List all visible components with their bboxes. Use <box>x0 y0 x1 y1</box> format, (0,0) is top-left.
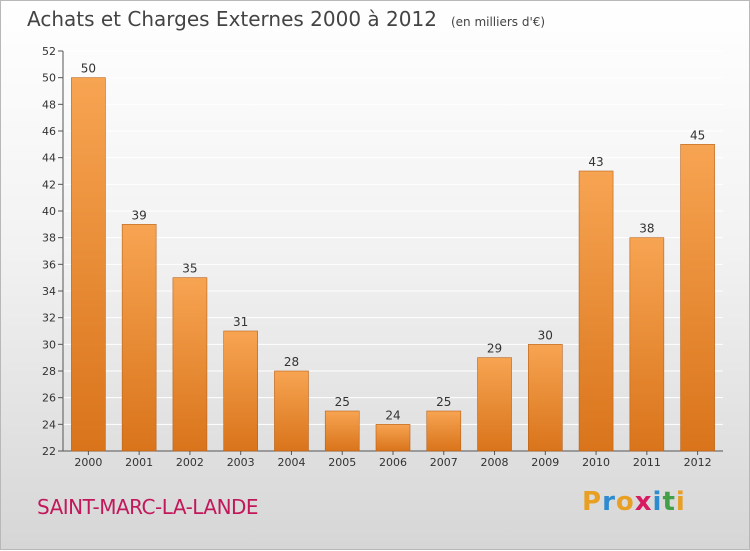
y-tick-label: 36 <box>42 258 56 271</box>
x-tick-label: 2004 <box>277 456 305 469</box>
logo-letter: i <box>652 487 663 517</box>
data-label: 29 <box>487 342 502 356</box>
logo-letter: o <box>615 487 635 517</box>
y-tick-label: 52 <box>42 45 56 58</box>
logo-letter: t <box>662 487 676 517</box>
y-tick-label: 44 <box>42 152 56 165</box>
data-label: 30 <box>538 328 553 342</box>
bar <box>172 277 208 452</box>
x-tick-label: 2003 <box>227 456 255 469</box>
bar <box>223 330 258 452</box>
bar <box>578 170 614 452</box>
data-label: 50 <box>81 62 96 76</box>
y-tick-label: 26 <box>42 392 56 405</box>
logo-letter: r <box>602 487 616 517</box>
unit-note: (en milliers d'€) <box>450 15 546 29</box>
y-tick-label: 28 <box>42 365 56 378</box>
logo-letter: P <box>582 487 603 517</box>
data-label: 39 <box>132 208 147 222</box>
y-tick-label: 50 <box>42 72 56 85</box>
x-tick-label: 2001 <box>125 456 153 469</box>
logo-letter: x <box>634 487 653 517</box>
x-tick-label: 2011 <box>633 456 661 469</box>
x-tick-label: 2006 <box>379 456 407 469</box>
data-label: 35 <box>182 262 197 276</box>
bar <box>680 144 715 452</box>
logo-letter: i <box>675 487 686 517</box>
x-tick-label: 2009 <box>531 456 559 469</box>
y-tick-label: 34 <box>42 285 56 298</box>
bar <box>426 410 462 452</box>
data-label: 45 <box>690 128 705 142</box>
y-tick-label: 40 <box>42 205 56 218</box>
bar <box>324 410 360 452</box>
x-tick-label: 2005 <box>328 456 356 469</box>
x-tick-label: 2002 <box>176 456 204 469</box>
data-label: 25 <box>436 395 451 409</box>
data-label: 28 <box>284 355 299 369</box>
data-label: 31 <box>233 315 248 329</box>
bar <box>629 237 665 452</box>
data-label: 25 <box>335 395 350 409</box>
proxiti-logo: Proxiti <box>582 487 686 517</box>
data-label: 43 <box>588 155 603 169</box>
y-tick-label: 46 <box>42 125 56 138</box>
y-tick-label: 48 <box>42 98 56 111</box>
bar <box>528 344 563 452</box>
commune-name: SAINT-MARC-LA-LANDE <box>37 495 259 519</box>
y-tick-label: 22 <box>42 445 56 458</box>
y-tick-label: 42 <box>42 178 56 191</box>
y-tick-label: 24 <box>42 418 56 431</box>
x-tick-label: 2012 <box>684 456 712 469</box>
data-label: 24 <box>385 408 400 422</box>
y-tick-label: 30 <box>42 338 56 351</box>
x-tick-label: 2008 <box>481 456 509 469</box>
bar <box>274 370 309 452</box>
bar <box>121 224 157 452</box>
x-tick-label: 2000 <box>74 456 102 469</box>
chart-title: Achats et Charges Externes 2000 à 2012 (e… <box>27 7 546 31</box>
bar <box>71 77 106 452</box>
bar <box>375 424 411 452</box>
bar <box>477 357 512 452</box>
data-label: 38 <box>639 222 654 236</box>
y-tick-label: 32 <box>42 312 56 325</box>
x-tick-label: 2007 <box>430 456 458 469</box>
y-tick-label: 38 <box>42 232 56 245</box>
x-tick-label: 2010 <box>582 456 610 469</box>
